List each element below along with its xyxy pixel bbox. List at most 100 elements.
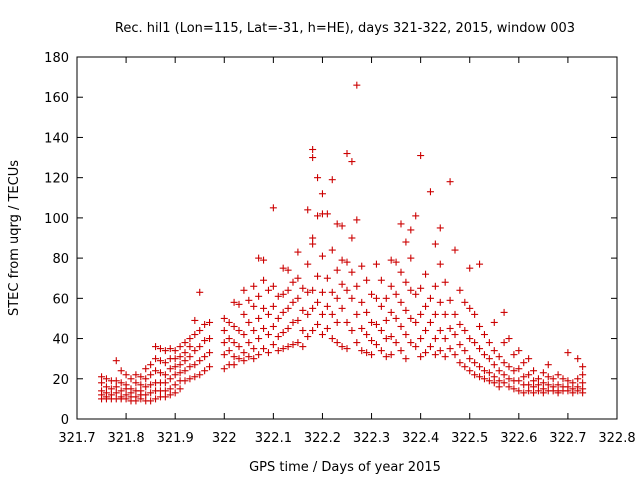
data-point [264, 286, 272, 294]
data-point [176, 361, 184, 369]
data-point [574, 355, 582, 363]
data-point [181, 349, 189, 357]
data-point [358, 347, 366, 355]
data-point [471, 371, 479, 379]
data-point [117, 379, 125, 387]
data-point [505, 375, 513, 383]
data-point [368, 351, 376, 359]
data-point [422, 349, 430, 357]
data-point [240, 349, 248, 357]
data-point [328, 246, 336, 254]
data-point [284, 343, 292, 351]
data-point [299, 343, 307, 351]
data-point [323, 274, 331, 282]
data-point [397, 268, 405, 276]
data-point [269, 341, 277, 349]
y-tick-label: 20 [52, 373, 69, 388]
data-point [269, 322, 277, 330]
data-point [564, 349, 572, 357]
data-point [323, 302, 331, 310]
data-point [387, 256, 395, 264]
data-point [446, 178, 454, 186]
data-point [495, 353, 503, 361]
x-axis-label: GPS time / Days of year 2015 [249, 460, 441, 475]
data-point [279, 345, 287, 353]
data-point [495, 377, 503, 385]
data-point [476, 373, 484, 381]
data-point [338, 280, 346, 288]
data-point [333, 220, 341, 228]
data-point [122, 371, 130, 379]
data-point [368, 318, 376, 326]
data-point [348, 294, 356, 302]
x-tick-label: 321.9 [157, 431, 194, 446]
data-point [363, 276, 371, 284]
data-point [186, 353, 194, 361]
data-point [318, 331, 326, 339]
data-point [284, 304, 292, 312]
data-point [554, 371, 562, 379]
data-point [520, 359, 528, 367]
data-point [525, 355, 533, 363]
data-point [318, 288, 326, 296]
y-tick-label: 140 [44, 131, 69, 146]
data-point [422, 270, 430, 278]
data-point [171, 389, 179, 397]
data-point [480, 351, 488, 359]
data-point [466, 335, 474, 343]
data-point [539, 369, 547, 377]
data-point [171, 381, 179, 389]
data-point [191, 361, 199, 369]
data-point [147, 361, 155, 369]
x-tick-label: 322.3 [353, 431, 390, 446]
data-point [294, 248, 302, 256]
data-point [245, 296, 253, 304]
data-point [387, 308, 395, 316]
data-point [294, 339, 302, 347]
data-point [284, 266, 292, 274]
data-point [426, 294, 434, 302]
data-point [338, 256, 346, 264]
data-point [264, 310, 272, 318]
data-point [294, 274, 302, 282]
data-point [417, 335, 425, 343]
data-point [166, 385, 174, 393]
data-point [539, 389, 547, 397]
data-point [525, 387, 533, 395]
data-point [171, 363, 179, 371]
data-point [181, 367, 189, 375]
data-point [476, 322, 484, 330]
data-point [333, 339, 341, 347]
data-point [309, 234, 317, 242]
data-point [338, 304, 346, 312]
data-point [495, 383, 503, 391]
data-point [333, 294, 341, 302]
data-point [525, 381, 533, 389]
data-point [132, 397, 140, 405]
data-point [250, 345, 258, 353]
x-tick-label: 322.6 [500, 431, 537, 446]
data-point [299, 327, 307, 335]
y-tick-label: 40 [52, 333, 69, 348]
y-tick-label: 0 [61, 413, 69, 428]
data-point [392, 290, 400, 298]
data-point [250, 302, 258, 310]
data-point [255, 254, 263, 262]
data-points [98, 81, 587, 405]
data-point [338, 343, 346, 351]
data-point [451, 351, 459, 359]
data-point [397, 298, 405, 306]
data-point [230, 322, 238, 330]
data-point [382, 316, 390, 324]
data-point [220, 351, 228, 359]
data-point [392, 258, 400, 266]
data-point [402, 238, 410, 246]
data-point [431, 282, 439, 290]
data-point [294, 316, 302, 324]
data-point [171, 347, 179, 355]
data-point [274, 347, 282, 355]
data-point [412, 318, 420, 326]
data-point [161, 359, 169, 367]
data-point [387, 333, 395, 341]
data-point [289, 298, 297, 306]
